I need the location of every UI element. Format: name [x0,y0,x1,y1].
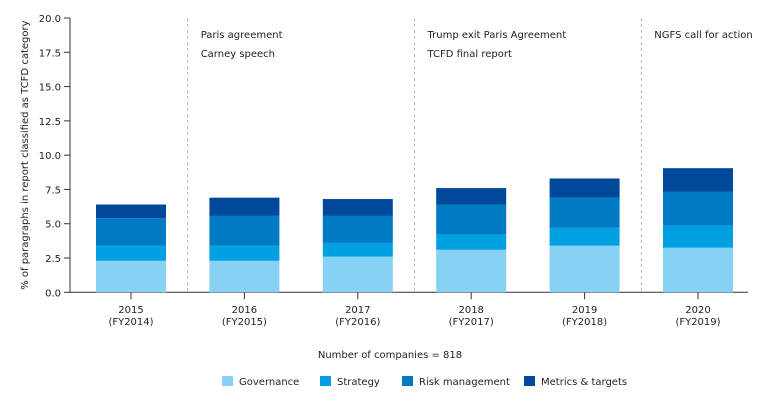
bar-segment-risk-management [96,218,166,246]
event-annotation: Trump exit Paris Agreement [427,30,567,41]
x-tick-label: (FY2016) [335,317,380,328]
legend-label: Metrics & targets [541,377,627,388]
x-tick-label: 2017 [345,305,370,316]
y-tick-label: 12.5 [39,117,61,128]
bar-segment-metrics-targets [322,199,393,216]
legend-label: Strategy [337,377,380,388]
y-axis-label: % of paragraphs in report classified as … [20,20,31,289]
x-tick-label: 2019 [572,305,597,316]
bar-segment-governance [209,260,280,293]
y-tick-label: 15.0 [39,83,61,94]
legend-swatch [402,376,413,386]
y-tick-label: 7.5 [45,185,61,196]
y-tick-label: 10.0 [39,151,61,162]
legend-swatch [222,376,233,386]
bar-segment-strategy [663,225,733,248]
bar-segment-governance [436,249,507,293]
bar-segment-metrics-targets [209,197,280,216]
bar-segment-risk-management [663,191,733,226]
legend-swatch [320,376,331,386]
bar-segment-metrics-targets [663,168,733,192]
bar-segment-risk-management [209,215,280,246]
y-tick-label: 20.0 [39,14,61,25]
x-tick-label: 2015 [118,305,143,316]
x-tick-label: (FY2018) [562,317,607,328]
y-tick-label: 0.0 [45,288,61,299]
x-tick-label: (FY2019) [675,317,720,328]
event-annotation: TCFD final report [427,49,512,60]
bar-segment-metrics-targets [436,188,507,205]
y-tick-label: 2.5 [45,254,61,265]
event-annotation: Paris agreement [201,30,283,41]
y-tick-label: 5.0 [45,220,61,231]
legend-label: Governance [239,377,299,388]
x-tick-label: (FY2015) [222,317,267,328]
bar-segment-governance [96,260,166,293]
x-tick-label: 2016 [232,305,257,316]
legend-swatch [524,376,535,386]
bar-segment-strategy [549,227,620,246]
x-tick-label: 2018 [458,305,483,316]
bar-segment-risk-management [549,197,620,228]
bar-segment-metrics-targets [549,178,620,198]
bar-segment-governance [663,247,733,293]
x-tick-label: (FY2014) [108,317,153,328]
x-axis-label: Number of companies = 818 [318,350,462,361]
bar-segment-risk-management [436,204,507,235]
bar-segment-strategy [436,234,507,250]
y-tick-label: 17.5 [39,48,61,59]
legend-label: Risk management [419,377,510,388]
x-tick-label: 2020 [685,305,710,316]
x-tick-label: (FY2017) [449,317,494,328]
bar-segment-risk-management [322,215,393,243]
bar-segment-strategy [96,245,166,261]
bar-segment-governance [549,245,620,293]
bar-segment-strategy [209,245,280,261]
event-annotation: Carney speech [201,49,275,60]
bar-segment-metrics-targets [96,204,166,219]
bar-segment-strategy [322,242,393,257]
event-annotation: NGFS call for action [654,30,752,41]
bar-segment-governance [322,256,393,293]
